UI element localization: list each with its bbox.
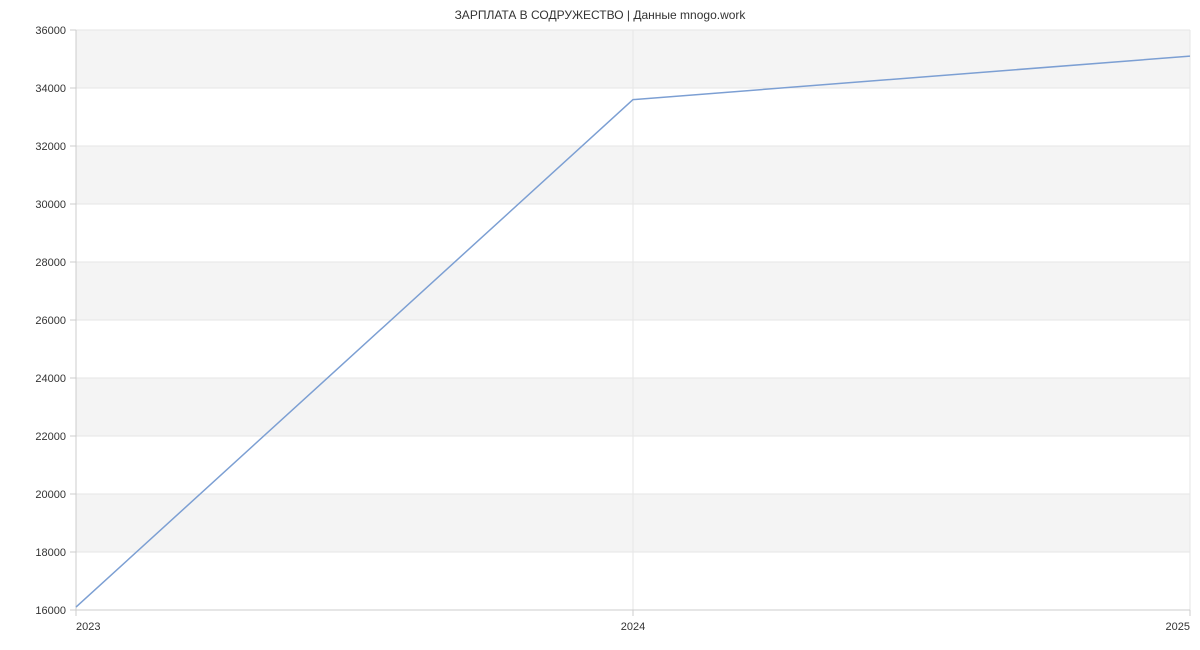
y-tick-label: 36000 [35, 25, 66, 37]
y-tick-label: 16000 [35, 605, 66, 617]
chart-title: ЗАРПЛАТА В СОДРУЖЕСТВО | Данные mnogo.wo… [0, 8, 1200, 22]
y-tick-label: 32000 [35, 141, 66, 153]
x-tick-label: 2024 [621, 621, 645, 633]
y-tick-label: 22000 [35, 431, 66, 443]
y-tick-label: 18000 [35, 547, 66, 559]
y-tick-label: 28000 [35, 257, 66, 269]
x-tick-label: 2023 [76, 621, 100, 633]
y-tick-label: 30000 [35, 199, 66, 211]
y-tick-label: 34000 [35, 83, 66, 95]
y-tick-label: 24000 [35, 373, 66, 385]
y-tick-label: 26000 [35, 315, 66, 327]
chart-svg: 16000 18000 20000 22000 24000 26000 28000 30000… [0, 0, 1200, 650]
y-tick-label: 20000 [35, 489, 66, 501]
x-tick-label: 2025 [1166, 621, 1190, 633]
salary-line-chart: ЗАРПЛАТА В СОДРУЖЕСТВО | Данные mnogo.wo… [0, 0, 1200, 650]
